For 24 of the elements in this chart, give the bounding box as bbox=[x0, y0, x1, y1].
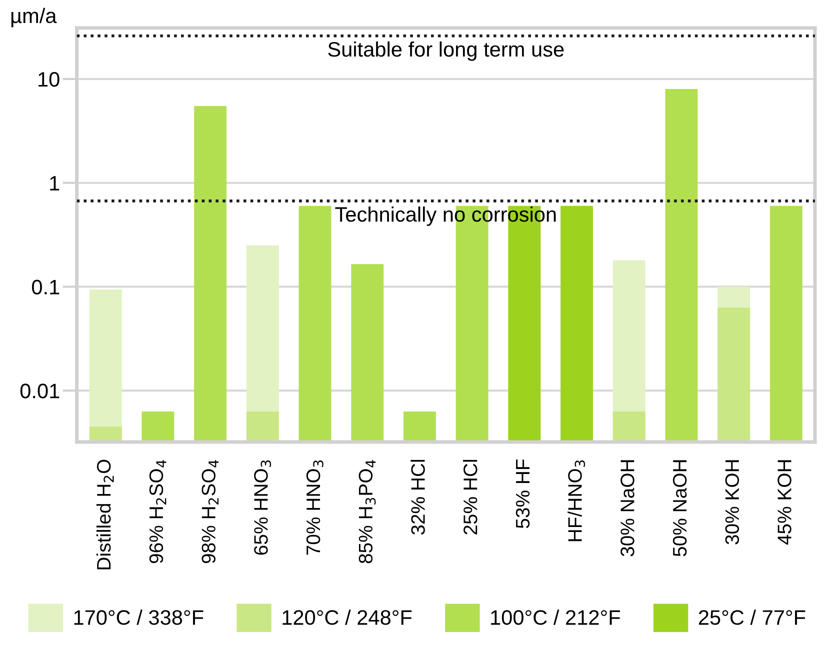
x-tick-label: 45% KOH bbox=[778, 460, 792, 545]
x-tick-label: 30% KOH bbox=[725, 460, 740, 544]
legend-label: 25°C / 77°F bbox=[698, 610, 806, 625]
x-tick-label: 65% HNO$_{3}$ bbox=[254, 460, 272, 555]
y-tick-label: 10 bbox=[38, 72, 60, 87]
x-tick-label: HF/HNO$_{3}$ bbox=[568, 460, 586, 542]
legend-label: 120°C / 248°F bbox=[282, 610, 412, 625]
x-tick-label: 32% HCl bbox=[410, 460, 425, 535]
x-tick-label: 70% HNO$_{3}$ bbox=[306, 460, 324, 555]
x-tick-label: 50% NaOH bbox=[672, 460, 687, 556]
x-tick-label: 25% HCl bbox=[463, 460, 478, 534]
x-tick-label: Distilled H$_{2}$O bbox=[96, 460, 114, 570]
x-tick-label: 53% HF bbox=[516, 459, 530, 528]
x-tick-label: 96% H$_{2}$SO$_{4}$ bbox=[149, 460, 166, 564]
y-tick-label: 1 bbox=[50, 176, 60, 190]
ref-line-label: Suitable for long term use bbox=[328, 41, 564, 61]
legend-label: 170°C / 338°F bbox=[74, 610, 204, 625]
x-tick-label: 85% H$_{3}$PO$_{4}$ bbox=[358, 460, 376, 564]
y-axis-title: µm/a bbox=[11, 8, 57, 28]
legend-label: 100°C / 212°F bbox=[491, 610, 620, 625]
y-tick-label: 0.1 bbox=[32, 280, 60, 294]
x-tick-label: 98% H$_{2}$SO$_{4}$ bbox=[202, 460, 218, 564]
x-tick-label: 30% NaOH bbox=[620, 460, 634, 556]
y-tick-label: 0.01 bbox=[20, 384, 60, 398]
